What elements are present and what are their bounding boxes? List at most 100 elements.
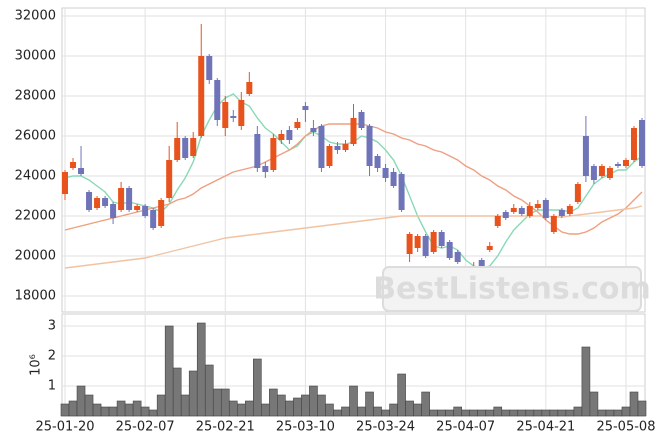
candle-body	[174, 138, 181, 160]
x-tick-label: 25-04-21	[516, 420, 575, 435]
volume-bar	[156, 394, 166, 417]
candle-body	[350, 118, 357, 144]
panel: 18000 20000 22000 24000 26000 28000 30000 32000	[15, 7, 646, 313]
candle-body	[158, 200, 165, 226]
candle-body	[406, 234, 413, 254]
candle-body	[342, 144, 349, 150]
volume-bar	[517, 409, 527, 417]
volume-bar	[60, 403, 70, 417]
volume-bar	[172, 367, 182, 417]
volume-bar	[573, 406, 583, 417]
candle-body	[566, 206, 573, 214]
candle-body	[334, 146, 341, 150]
candle-body	[262, 166, 269, 172]
volume-bar	[597, 409, 607, 417]
volume-bar	[373, 406, 382, 417]
volume-bar	[140, 406, 150, 417]
volume-bar	[405, 400, 414, 417]
panel: 1 2 3 25-01-20 25-02-07 25-02-21 25-03-10 25-03…	[35, 313, 655, 435]
volume-bar	[84, 394, 94, 417]
candle-body	[374, 156, 381, 168]
y-tick-label: 30000	[15, 49, 56, 64]
volume-bar	[285, 400, 294, 417]
candle-body	[639, 120, 645, 166]
volume-bar	[180, 394, 190, 417]
candle-body	[102, 198, 109, 206]
watermark-box	[382, 266, 642, 312]
candle-body	[270, 138, 277, 170]
volume-bar	[228, 400, 238, 417]
candle-body	[366, 126, 373, 166]
candle-body	[606, 168, 613, 178]
volume-bar	[509, 409, 519, 417]
y-tick-label: 32000	[15, 9, 56, 24]
y-tick-label: 18000	[15, 289, 56, 304]
volume-bar	[261, 403, 270, 417]
volume-bar	[349, 385, 358, 417]
candle-body	[390, 172, 397, 186]
volume-bar	[317, 394, 326, 417]
candle-body	[510, 208, 517, 212]
volume-bar	[621, 406, 631, 417]
candle-body	[590, 166, 597, 180]
x-tick-label: 25-03-24	[356, 420, 415, 435]
candle-body	[502, 212, 509, 218]
candle-body	[222, 102, 229, 128]
candle-body	[214, 80, 221, 120]
volume-bar	[477, 409, 487, 417]
x-tick-label: 25-02-07	[116, 420, 175, 435]
volume-bar	[445, 409, 454, 417]
candle-body	[70, 162, 77, 168]
candle-body	[582, 136, 589, 176]
volume-bar	[100, 406, 110, 417]
volume-bar	[413, 403, 422, 417]
candle-body	[278, 134, 285, 140]
volume-bar	[437, 409, 446, 417]
volume-bar	[76, 385, 86, 417]
x-tick-label: 25-05-08	[596, 420, 655, 435]
candle-body	[486, 246, 493, 250]
x-tick-label: 25-01-20	[35, 420, 94, 435]
candle-body	[558, 210, 565, 216]
volume-bar	[381, 409, 390, 417]
candle-body	[326, 146, 333, 166]
candle-body	[542, 200, 549, 218]
candle-body	[94, 198, 101, 208]
candle-body	[494, 216, 501, 226]
volume-bar	[365, 391, 374, 417]
volume-bar	[277, 394, 286, 417]
volume-bar	[333, 409, 342, 417]
volume-bar	[421, 391, 430, 417]
volume-bar	[557, 409, 567, 417]
volume-bar	[565, 409, 575, 417]
volume-bar	[429, 409, 438, 417]
y-axis-label: 10⁶	[29, 354, 44, 376]
volume-bar	[132, 400, 142, 417]
volume-bar	[245, 400, 254, 417]
candle-body	[574, 184, 581, 202]
volume-bar	[301, 394, 310, 417]
watermark-text: BestListens.com	[373, 272, 651, 307]
volume-bar	[453, 406, 462, 417]
candle-body	[238, 100, 245, 126]
candle-body	[534, 204, 541, 208]
candle-body	[134, 206, 141, 210]
watermark: BestListens.com	[373, 266, 651, 312]
volume-bar	[220, 388, 230, 417]
candle-body	[150, 210, 157, 228]
y-tick-label: 1	[48, 379, 56, 394]
volume-bar	[68, 400, 78, 417]
candle-body	[398, 174, 405, 210]
volume-bar	[461, 409, 470, 417]
volume-bar	[253, 358, 262, 417]
volume-bar	[493, 406, 503, 417]
volume-bar	[605, 409, 615, 417]
volume-bar	[309, 385, 318, 417]
y-tick-label: 28000	[15, 89, 56, 104]
candle-body	[142, 206, 149, 216]
volume-bar	[293, 397, 302, 417]
candle-body	[630, 128, 637, 160]
candle-body	[110, 204, 117, 218]
